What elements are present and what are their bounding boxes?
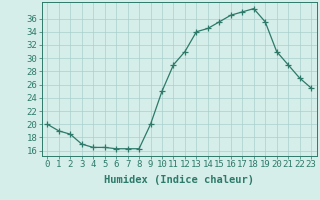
X-axis label: Humidex (Indice chaleur): Humidex (Indice chaleur) (104, 175, 254, 185)
